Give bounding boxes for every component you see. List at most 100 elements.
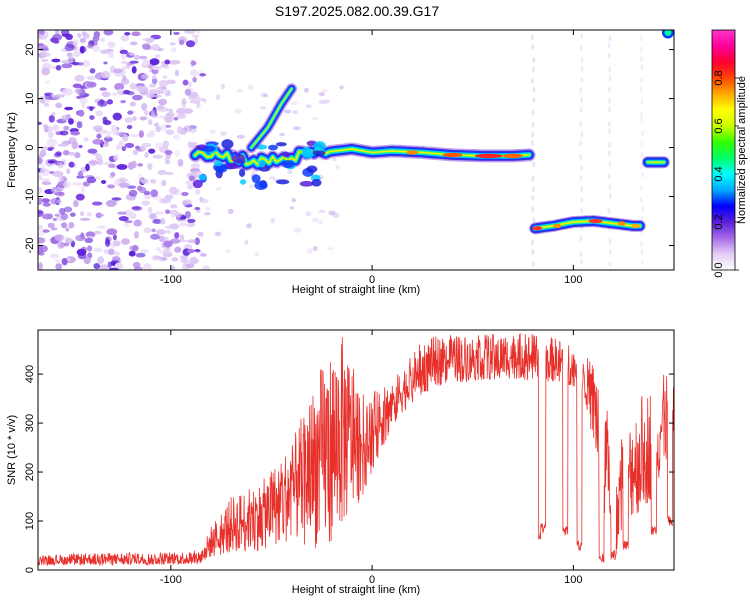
noise-speckle: [86, 176, 97, 184]
stripe-speckle: [532, 96, 536, 103]
noise-speckle: [270, 218, 276, 224]
noise-speckle: [97, 256, 105, 265]
ridge-blob: [198, 174, 207, 181]
noise-speckle: [91, 45, 101, 52]
noise-speckle: [96, 133, 102, 139]
noise-speckle: [187, 218, 196, 223]
noise-speckle: [61, 258, 68, 266]
noise-speckle: [76, 248, 87, 256]
noise-speckle: [68, 221, 75, 229]
noise-speckle: [99, 99, 105, 106]
noise-speckle: [146, 132, 152, 138]
noise-speckle: [47, 147, 54, 152]
noise-speckle: [311, 217, 319, 223]
noise-speckle: [156, 105, 165, 110]
noise-speckle: [170, 204, 178, 209]
noise-speckle: [79, 217, 91, 221]
noise-speckle: [57, 143, 69, 147]
noise-speckle: [107, 41, 116, 49]
noise-speckle: [100, 37, 106, 42]
ridge-blob: [311, 149, 326, 157]
noise-speckle: [184, 244, 193, 250]
snr-x-ticks: -100 0 100: [160, 330, 583, 586]
noise-speckle: [116, 131, 126, 136]
noise-speckle: [38, 209, 44, 217]
spectrogram-x-tick-label: -100: [160, 274, 182, 286]
noise-speckle: [262, 93, 269, 98]
noise-speckle: [155, 247, 161, 251]
stripe-speckle: [530, 34, 534, 41]
snr-series-line: [38, 333, 674, 567]
noise-speckle: [89, 68, 96, 74]
noise-speckle: [173, 31, 180, 36]
ridge-blob: [275, 179, 290, 185]
noise-speckle: [106, 99, 114, 105]
noise-speckle: [120, 100, 127, 104]
noise-speckle: [335, 164, 340, 171]
ridge-blob: [313, 141, 327, 151]
noise-speckle: [144, 151, 149, 159]
noise-speckle: [72, 83, 82, 89]
noise-speckle: [116, 88, 125, 93]
noise-speckle: [140, 145, 146, 152]
noise-speckle: [177, 158, 184, 167]
noise-speckle: [293, 227, 302, 233]
stripe-speckle: [579, 175, 583, 182]
stripe-speckle: [640, 111, 643, 118]
noise-speckle: [259, 106, 267, 110]
noise-speckle: [118, 182, 130, 188]
noise-speckle: [61, 114, 68, 123]
stripe-speckle: [580, 96, 583, 103]
noise-speckle: [187, 248, 195, 254]
noise-speckle: [74, 74, 85, 82]
noise-speckle: [38, 186, 43, 194]
snr-x-label: Height of straight line (km): [292, 584, 420, 596]
noise-speckle: [174, 69, 180, 77]
noise-speckle: [103, 30, 114, 36]
stripe-speckle: [608, 161, 612, 168]
noise-speckle: [129, 134, 139, 138]
noise-speckle: [160, 63, 168, 68]
noise-speckle: [142, 263, 152, 270]
noise-speckle: [199, 197, 204, 202]
noise-speckle: [108, 163, 116, 169]
snr-y-label: SNR (10 * v/v): [6, 415, 18, 485]
noise-speckle: [184, 210, 191, 219]
ridge-blob: [275, 142, 287, 147]
noise-speckle: [72, 39, 79, 47]
noise-speckle: [166, 229, 171, 234]
ridge-hotspot: [502, 153, 523, 159]
noise-speckle: [179, 234, 185, 241]
noise-speckle: [214, 231, 222, 237]
noise-speckle: [97, 158, 104, 166]
noise-speckle: [194, 249, 201, 253]
stripe-speckle: [531, 175, 535, 182]
colorbar-label: Normalized spectral amplitude: [736, 76, 748, 224]
stripe-speckle: [580, 164, 584, 171]
stripe-speckle: [580, 32, 584, 39]
noise-speckle: [204, 206, 212, 211]
stripe-speckle: [640, 240, 643, 247]
spectrogram-x-ticks: -100 0 100: [160, 30, 583, 286]
noise-speckle: [186, 239, 197, 244]
noise-speckle: [118, 216, 129, 222]
noise-speckle: [188, 175, 195, 182]
ridge-hotspot: [617, 221, 626, 226]
noise-speckle: [203, 211, 211, 216]
noise-speckle: [174, 149, 180, 157]
noise-speckle: [181, 104, 187, 109]
noise-speckle: [40, 51, 48, 58]
snr-x-tick-label: 100: [564, 574, 582, 586]
noise-speckle: [253, 252, 260, 257]
noise-speckle: [321, 88, 328, 93]
noise-speckle: [192, 76, 197, 83]
noise-speckle: [38, 43, 45, 47]
colorbar-tick-label: 0.2: [713, 214, 725, 229]
noise-speckle: [141, 73, 150, 80]
noise-speckle: [174, 246, 182, 253]
noise-speckle: [146, 92, 155, 98]
noise-speckle: [50, 198, 59, 205]
noise-speckle: [41, 181, 52, 186]
noise-speckle: [154, 211, 165, 215]
